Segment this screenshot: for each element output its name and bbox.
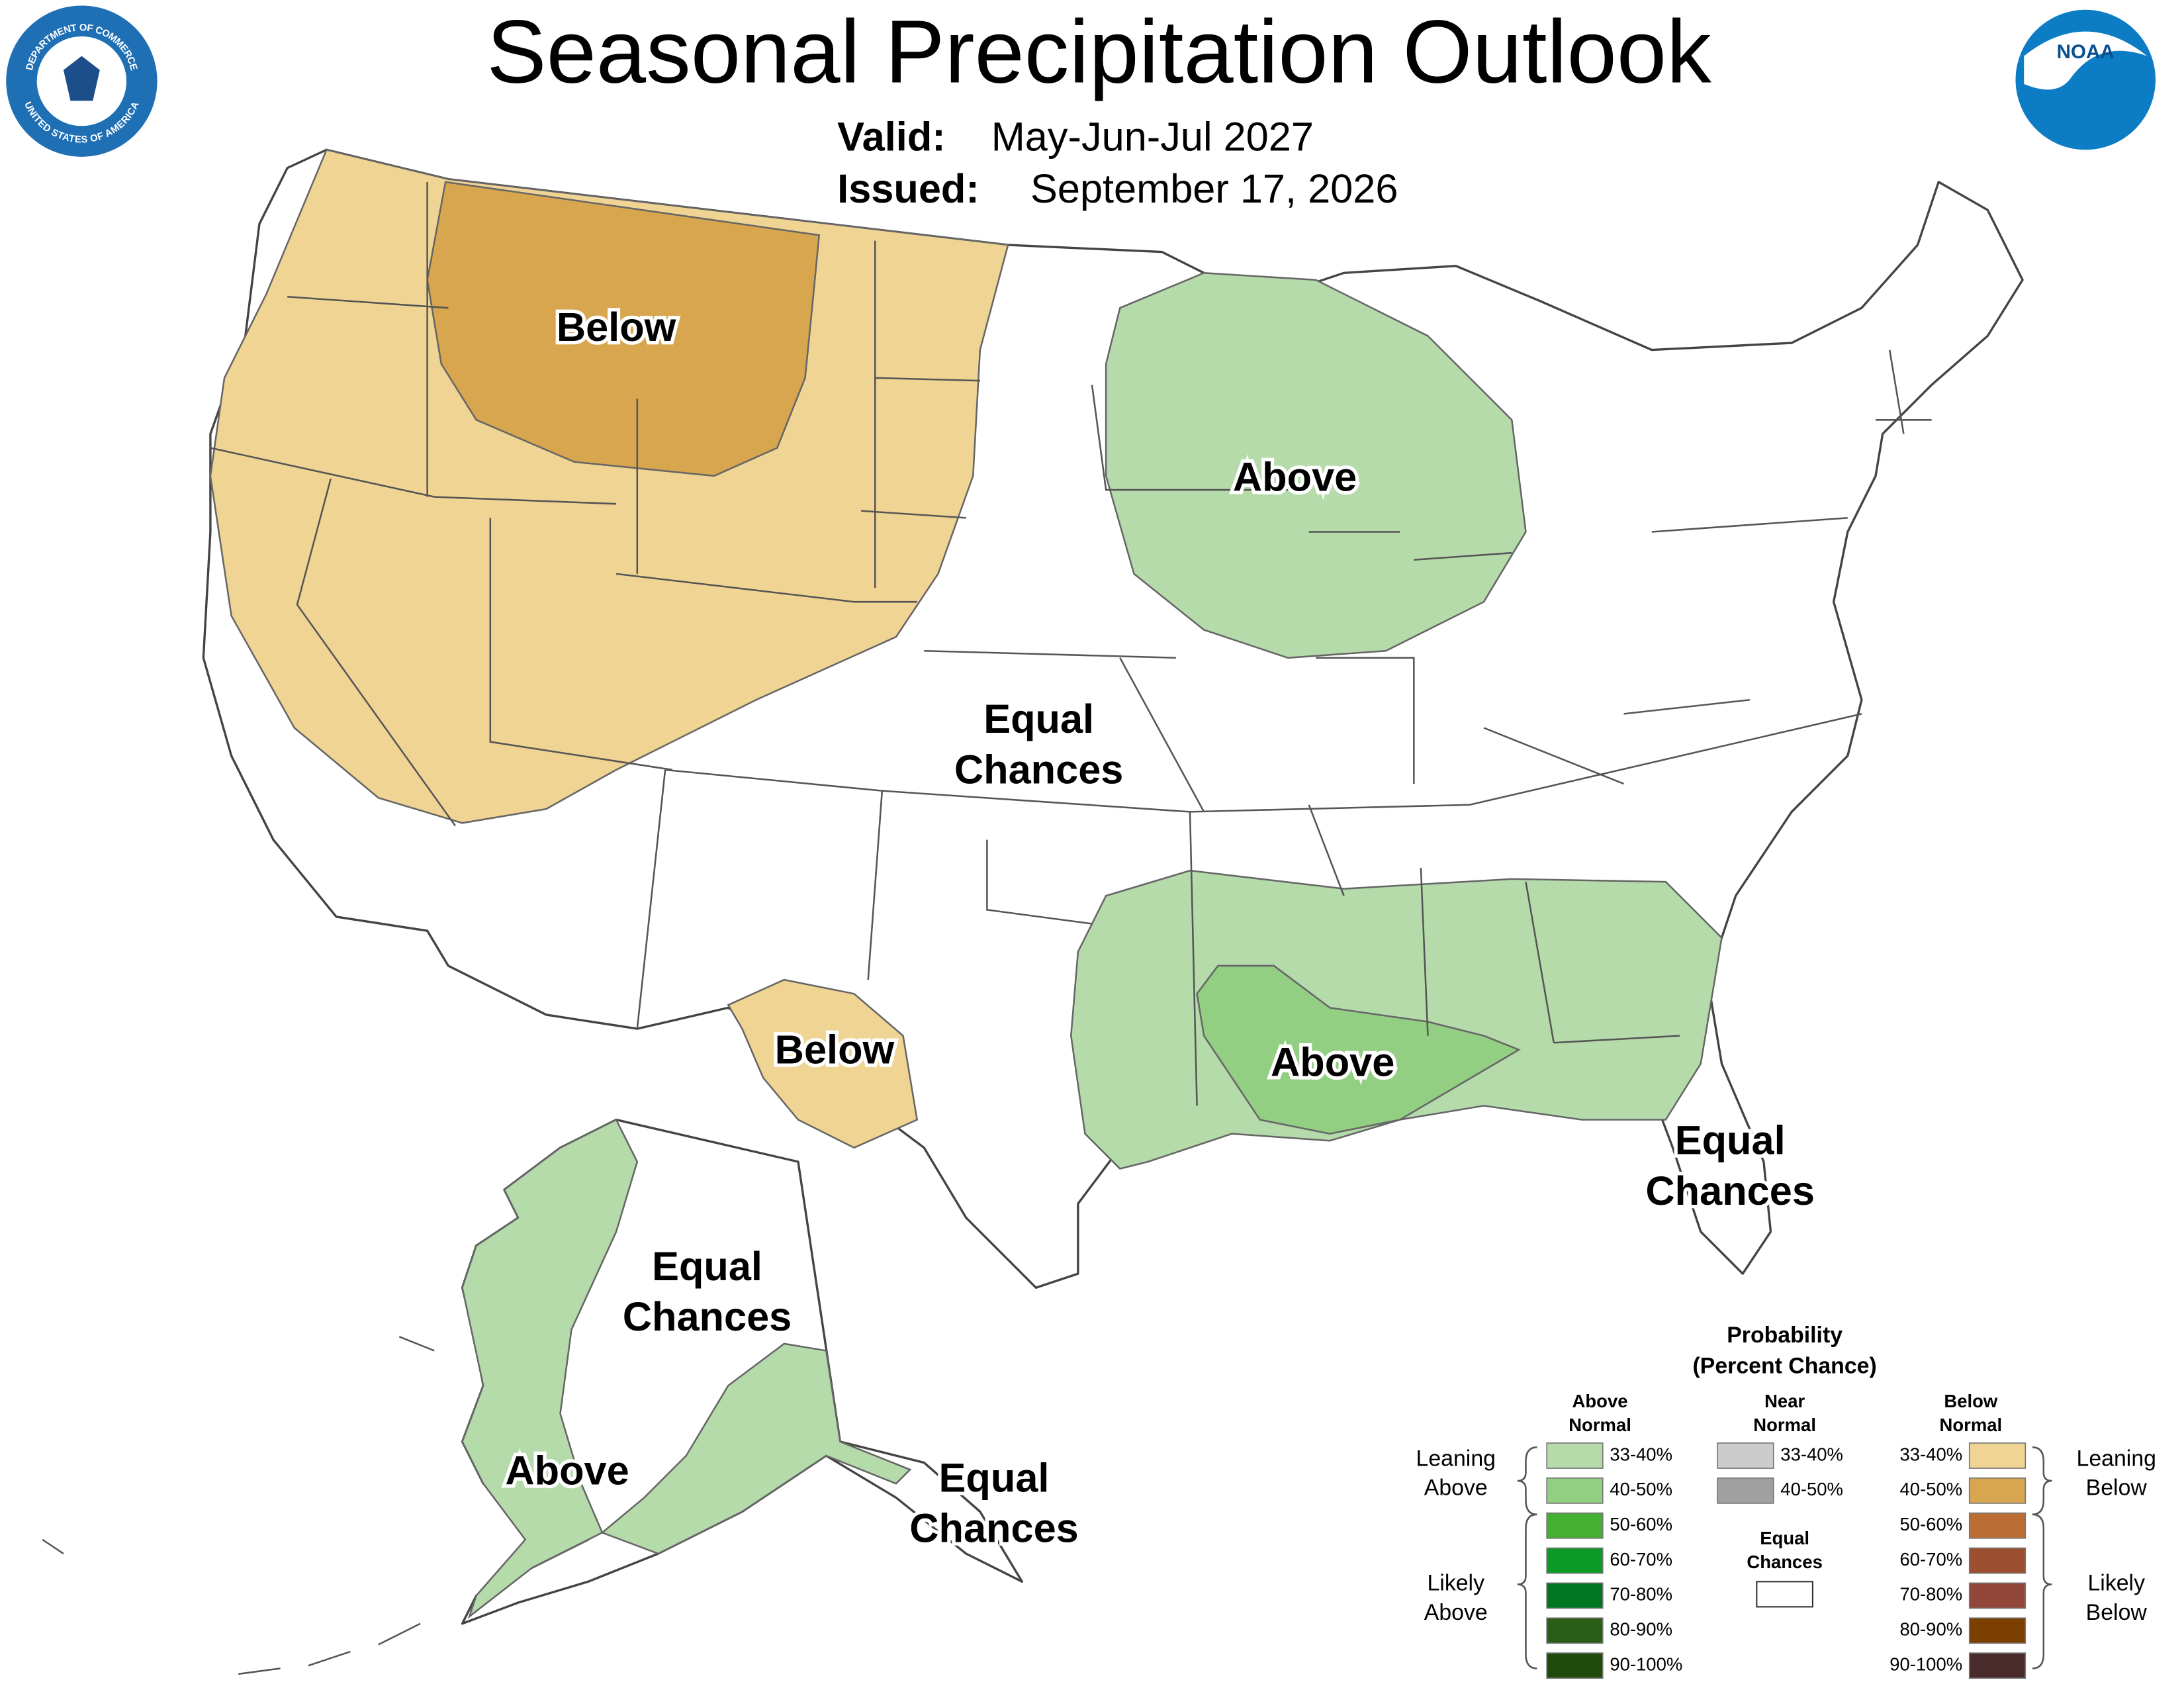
legend-label: 70-80% [1610, 1584, 1672, 1605]
legend-label: 40-50% [1610, 1479, 1672, 1499]
region-label: Equal [939, 1454, 1050, 1500]
valid-label: Valid: [837, 114, 946, 160]
below-zone-strong [426, 181, 821, 477]
below-zone [727, 978, 919, 1149]
legend-swatch [1546, 1547, 1604, 1574]
legend-column-heading: Equal [1760, 1528, 1809, 1548]
brace [2032, 1513, 2052, 1669]
legend-swatch [1756, 1581, 1813, 1608]
above-zone [600, 1342, 912, 1555]
brace [1517, 1513, 1537, 1669]
legend-label: 33-40% [1780, 1444, 1843, 1464]
region-label: Equal [983, 696, 1094, 741]
valid-value: May-Jun-Jul 2027 [991, 114, 1314, 160]
legend-label: 90-100% [1889, 1654, 1962, 1674]
legend-swatch [1546, 1512, 1604, 1539]
legend-label: 90-100% [1610, 1654, 1682, 1674]
legend-column-heading: Above [1572, 1391, 1628, 1411]
seal-emblem [63, 56, 100, 101]
legend: Probability (Percent Chance) Above Normal… [1416, 1323, 2156, 1679]
aleutian-islands [42, 1336, 435, 1675]
legend-column-heading: Chances [1747, 1552, 1823, 1572]
legend-subtitle: (Percent Chance) [1693, 1354, 1877, 1379]
region-label: Above [1271, 1039, 1394, 1084]
legend-side-label: Leaning [1416, 1446, 1496, 1471]
region-label: Chances [1645, 1168, 1815, 1213]
legend-swatch [1968, 1582, 2026, 1609]
legend-swatch [1968, 1477, 2026, 1504]
brace [1517, 1446, 1537, 1516]
legend-label: 40-50% [1899, 1479, 1962, 1499]
legend-side-label: Below [2086, 1600, 2148, 1625]
region-label: Equal [652, 1243, 762, 1289]
legend-side-label: Leaning [2077, 1446, 2156, 1471]
legend-swatch [1546, 1617, 1604, 1644]
brace [2032, 1446, 2052, 1516]
title: Seasonal Precipitation Outlook [486, 1, 1711, 102]
legend-swatch [1968, 1617, 2026, 1644]
legend-swatch [1717, 1442, 1774, 1469]
legend-column-heading: Normal [1753, 1415, 1816, 1435]
legend-label: 50-60% [1899, 1514, 1962, 1534]
noaa-text: NOAA [2057, 41, 2115, 63]
legend-title: Probability [1727, 1323, 1843, 1348]
legend-label: 80-90% [1899, 1619, 1962, 1640]
region-label: Chances [954, 746, 1124, 792]
legend-label: 33-40% [1899, 1444, 1962, 1464]
region-label: Chances [909, 1505, 1079, 1550]
legend-swatch [1968, 1547, 2026, 1574]
legend-side-label: Above [1424, 1476, 1488, 1501]
legend-swatch [1546, 1652, 1604, 1679]
commerce-seal: DEPARTMENT OF COMMERCE UNITED STATES OF … [6, 5, 158, 157]
legend-side-label: Below [2086, 1476, 2148, 1501]
state-borders [210, 181, 1932, 1106]
region-label: Equal [1675, 1117, 1786, 1163]
noaa-logo: NOAA [2015, 9, 2156, 150]
legend-swatch [1546, 1582, 1604, 1609]
region-label: Above [505, 1448, 629, 1493]
issued-value: September 17, 2026 [1030, 165, 1398, 211]
legend-label: 33-40% [1610, 1444, 1672, 1464]
legend-column-heading: Normal [1940, 1415, 2003, 1435]
legend-label: 60-70% [1899, 1549, 1962, 1570]
legend-side-label: Above [1424, 1600, 1488, 1625]
legend-swatch [1968, 1442, 2026, 1469]
above-zone-strong [1196, 964, 1521, 1135]
legend-label: 80-90% [1610, 1619, 1672, 1640]
region-label: Below [775, 1026, 895, 1072]
region-label: Chances [623, 1293, 792, 1339]
legend-swatch [1717, 1477, 1774, 1504]
legend-label: 40-50% [1780, 1479, 1843, 1499]
legend-column-heading: Near [1764, 1391, 1805, 1411]
legend-column-heading: Normal [1569, 1415, 1631, 1435]
issued-label: Issued: [837, 165, 979, 211]
legend-swatch [1968, 1652, 2026, 1679]
above-zone [461, 1118, 639, 1619]
legend-side-label: Likely [2088, 1570, 2146, 1595]
legend-label: 70-80% [1899, 1584, 1962, 1605]
region-label: Above [1233, 453, 1357, 499]
legend-label: 60-70% [1610, 1549, 1672, 1570]
legend-label: 50-60% [1610, 1514, 1672, 1534]
legend-column-heading: Below [1944, 1391, 1998, 1411]
legend-swatch [1968, 1512, 2026, 1539]
region-label: Below [557, 304, 676, 350]
noaa-wing [2024, 31, 2148, 90]
legend-swatch [1546, 1477, 1604, 1504]
legend-swatch [1546, 1442, 1604, 1469]
legend-side-label: Likely [1428, 1570, 1485, 1595]
above-zone [1105, 272, 1527, 659]
